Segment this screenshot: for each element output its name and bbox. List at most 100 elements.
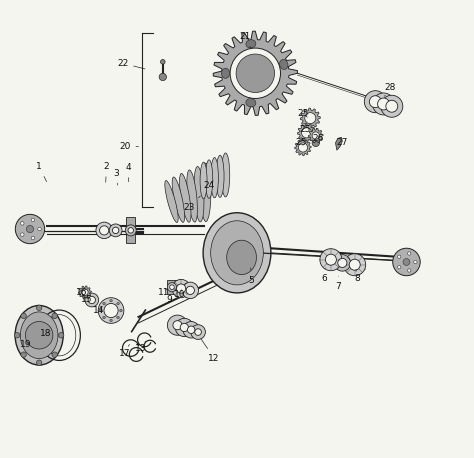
Circle shape — [369, 96, 381, 108]
Circle shape — [112, 227, 119, 234]
Circle shape — [182, 282, 199, 299]
Circle shape — [408, 252, 411, 255]
Text: 19: 19 — [19, 340, 31, 349]
Circle shape — [82, 289, 88, 295]
Polygon shape — [298, 124, 316, 142]
Circle shape — [378, 98, 390, 110]
Text: 18: 18 — [40, 329, 51, 338]
Circle shape — [186, 286, 194, 294]
Circle shape — [117, 316, 119, 319]
Polygon shape — [336, 137, 342, 150]
Circle shape — [21, 352, 27, 357]
Polygon shape — [79, 286, 91, 299]
Text: 12: 12 — [201, 339, 220, 363]
Circle shape — [109, 224, 122, 237]
Circle shape — [36, 305, 42, 311]
Circle shape — [195, 329, 201, 335]
Text: 5: 5 — [248, 268, 254, 285]
Ellipse shape — [165, 180, 178, 223]
Circle shape — [301, 128, 311, 138]
Text: 26: 26 — [313, 134, 324, 143]
Circle shape — [365, 91, 386, 113]
Circle shape — [58, 333, 64, 338]
Circle shape — [128, 228, 134, 233]
Ellipse shape — [221, 68, 230, 78]
Text: 25: 25 — [295, 138, 307, 147]
Circle shape — [125, 225, 136, 236]
Circle shape — [110, 300, 112, 302]
Circle shape — [36, 360, 42, 365]
Ellipse shape — [210, 221, 264, 285]
Circle shape — [393, 248, 420, 276]
Circle shape — [161, 60, 165, 64]
Circle shape — [167, 315, 188, 335]
Text: 1: 1 — [36, 162, 46, 182]
Text: 20: 20 — [119, 142, 138, 151]
Circle shape — [117, 302, 119, 305]
Circle shape — [20, 233, 24, 236]
Ellipse shape — [216, 155, 224, 197]
Circle shape — [38, 227, 41, 231]
Text: 24: 24 — [203, 180, 214, 190]
Circle shape — [20, 222, 24, 225]
Polygon shape — [295, 139, 311, 156]
Text: 2: 2 — [104, 162, 109, 182]
Text: 15: 15 — [81, 295, 92, 305]
Polygon shape — [213, 31, 298, 115]
Ellipse shape — [246, 40, 256, 48]
Circle shape — [103, 302, 105, 305]
Circle shape — [408, 269, 411, 272]
Circle shape — [381, 95, 403, 117]
Circle shape — [31, 236, 35, 240]
Circle shape — [159, 73, 166, 81]
Circle shape — [98, 298, 124, 323]
Circle shape — [403, 258, 410, 266]
Ellipse shape — [187, 170, 197, 222]
Circle shape — [414, 260, 417, 264]
Ellipse shape — [227, 240, 256, 275]
Ellipse shape — [203, 213, 271, 293]
Circle shape — [119, 309, 122, 312]
Circle shape — [27, 225, 34, 233]
Ellipse shape — [205, 160, 213, 198]
Polygon shape — [309, 128, 323, 143]
Text: 14: 14 — [93, 306, 104, 315]
Circle shape — [14, 333, 20, 338]
Ellipse shape — [201, 163, 211, 222]
Text: 3: 3 — [114, 169, 119, 185]
Circle shape — [26, 322, 53, 349]
Circle shape — [312, 139, 319, 147]
Polygon shape — [167, 280, 177, 294]
Circle shape — [104, 304, 118, 317]
Text: 22: 22 — [117, 59, 145, 69]
Text: 27: 27 — [337, 138, 348, 147]
Text: 9: 9 — [166, 289, 175, 305]
Circle shape — [349, 259, 360, 270]
Circle shape — [386, 100, 398, 112]
Circle shape — [230, 48, 281, 98]
Circle shape — [170, 285, 174, 289]
Ellipse shape — [20, 312, 58, 359]
Circle shape — [191, 325, 205, 339]
Circle shape — [183, 322, 200, 338]
Circle shape — [373, 93, 394, 115]
Circle shape — [398, 266, 401, 269]
Ellipse shape — [211, 158, 219, 198]
Circle shape — [298, 143, 308, 152]
Circle shape — [15, 214, 45, 244]
Circle shape — [320, 249, 342, 271]
Ellipse shape — [221, 153, 230, 197]
Circle shape — [180, 323, 189, 332]
Circle shape — [236, 54, 274, 93]
Text: 25: 25 — [299, 125, 310, 134]
Circle shape — [176, 284, 186, 293]
Circle shape — [100, 226, 109, 235]
Ellipse shape — [200, 162, 207, 199]
Circle shape — [103, 316, 105, 319]
Circle shape — [344, 254, 366, 276]
Circle shape — [96, 222, 112, 239]
Ellipse shape — [172, 177, 184, 223]
Text: 6: 6 — [321, 268, 327, 283]
Circle shape — [173, 321, 182, 330]
Text: 4: 4 — [125, 163, 131, 182]
